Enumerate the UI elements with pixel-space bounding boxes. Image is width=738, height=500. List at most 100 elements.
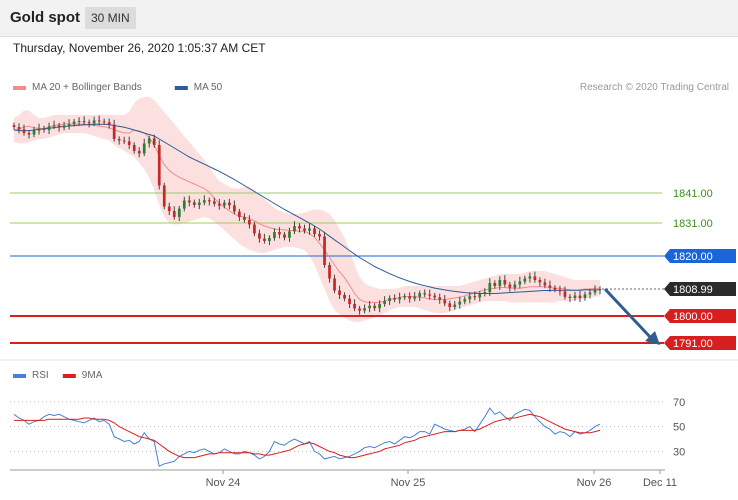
candle-body-65 xyxy=(338,290,341,295)
candle-body-31 xyxy=(167,206,171,211)
candle-body-5 xyxy=(37,128,41,131)
candle-body-18 xyxy=(102,121,106,123)
rsi-tick-2: 30 xyxy=(673,446,685,458)
rsi-tick-1: 50 xyxy=(673,422,685,434)
candle-body-60 xyxy=(313,228,316,235)
candle-body-91 xyxy=(468,296,472,300)
candle-body-50 xyxy=(263,238,266,241)
rsi-tick-0: 70 xyxy=(673,397,685,409)
candle-body-68 xyxy=(353,304,356,309)
x-ticks: Nov 24 Nov 25 Nov 26 Dec 11 xyxy=(206,470,677,489)
ma20-line xyxy=(13,123,600,303)
candle-body-96 xyxy=(493,283,497,286)
level-tag-4 xyxy=(664,309,736,323)
candle-body-49 xyxy=(258,233,261,239)
level-tag-3 xyxy=(664,282,736,297)
candle-body-89 xyxy=(458,301,462,305)
candle-body-112 xyxy=(573,295,577,298)
candle-body-35 xyxy=(187,200,191,203)
candle-body-9 xyxy=(57,125,61,128)
legend-label-1: 9MA xyxy=(82,370,103,381)
candle-body-90 xyxy=(463,299,467,302)
candle-body-28 xyxy=(152,138,156,145)
candle-body-113 xyxy=(578,295,582,298)
candle-body-52 xyxy=(273,232,276,238)
x-tick-label-1: Nov 25 xyxy=(391,477,426,489)
arrow-head xyxy=(645,331,660,345)
candle-body-116 xyxy=(593,290,597,293)
candle-body-107 xyxy=(548,285,552,288)
candle-body-105 xyxy=(538,280,542,283)
level-labels: 1841.00 1831.00 1820.00 1808.99 1800.00 1791.… xyxy=(664,188,736,350)
candle-body-80 xyxy=(413,296,417,299)
candle-body-93 xyxy=(478,293,482,298)
candle-body-104 xyxy=(533,276,537,280)
header-bar: Gold spot 30 MIN xyxy=(0,0,738,37)
candle-body-69 xyxy=(358,308,361,311)
candle-body-41 xyxy=(217,203,221,206)
candle-body-36 xyxy=(192,202,196,205)
candle-body-51 xyxy=(268,238,271,241)
candle-body-32 xyxy=(172,211,176,217)
candle-body-47 xyxy=(248,220,251,225)
candle-body-58 xyxy=(303,228,306,231)
candle-body-82 xyxy=(423,293,427,295)
candle-body-87 xyxy=(448,303,452,307)
candle-body-98 xyxy=(503,280,507,285)
level-label-3: 1808.99 xyxy=(673,284,713,296)
candle-body-38 xyxy=(202,200,206,203)
candle-body-19 xyxy=(107,122,111,125)
candle-body-115 xyxy=(588,292,592,295)
candle-body-85 xyxy=(438,297,442,300)
candle-body-24 xyxy=(132,145,136,151)
candle-body-8 xyxy=(52,125,56,127)
legend-label-1: MA 50 xyxy=(194,82,223,93)
candle-body-1 xyxy=(17,127,21,130)
legend-label-0: MA 20 + Bollinger Bands xyxy=(32,82,142,93)
candle-body-0 xyxy=(12,125,16,127)
candle-body-106 xyxy=(543,282,547,286)
candle-body-70 xyxy=(363,308,366,311)
candle-body-103 xyxy=(528,276,532,279)
level-label-0: 1841.00 xyxy=(673,188,713,200)
candle-body-78 xyxy=(403,296,407,298)
candle-body-102 xyxy=(523,278,527,282)
candle-body-55 xyxy=(288,231,291,238)
candle-body-12 xyxy=(72,121,76,124)
instrument-title: Gold spot xyxy=(10,9,80,26)
candle-body-86 xyxy=(443,299,447,304)
candle-body-17 xyxy=(97,120,101,122)
x-tick-label-3: Dec 11 xyxy=(643,477,677,489)
candle-body-56 xyxy=(293,226,296,232)
legend-swatch-0 xyxy=(13,374,26,378)
candle-body-62 xyxy=(323,236,326,265)
candle-body-30 xyxy=(162,185,166,207)
candle-body-45 xyxy=(238,211,241,217)
candle-body-25 xyxy=(137,151,141,154)
x-tick-label-0: Nov 24 xyxy=(206,477,241,489)
candle-body-2 xyxy=(22,129,26,133)
candle-body-53 xyxy=(278,232,281,235)
candle-body-72 xyxy=(373,305,376,309)
candle-body-67 xyxy=(348,298,351,304)
timeframe-button[interactable]: 30 MIN xyxy=(85,7,136,29)
moving-averages xyxy=(13,123,601,303)
candle-body-14 xyxy=(82,121,86,123)
legend-swatch-0 xyxy=(13,86,26,90)
candle-body-71 xyxy=(368,305,371,309)
level-label-2: 1820.00 xyxy=(673,251,713,263)
price-legend: MA 20 + Bollinger Bands MA 50 xyxy=(13,82,223,93)
candle-body-57 xyxy=(298,226,301,229)
candle-body-43 xyxy=(228,202,231,206)
level-label-5: 1791.00 xyxy=(673,338,713,350)
candle-body-99 xyxy=(508,284,512,288)
rsi-line xyxy=(13,407,601,468)
rsi-lines xyxy=(13,407,601,468)
forecast-arrow xyxy=(603,287,660,345)
level-lines xyxy=(10,192,664,344)
arrow-shaft xyxy=(603,287,653,340)
candle-body-75 xyxy=(388,298,392,301)
candle-body-64 xyxy=(333,278,336,291)
